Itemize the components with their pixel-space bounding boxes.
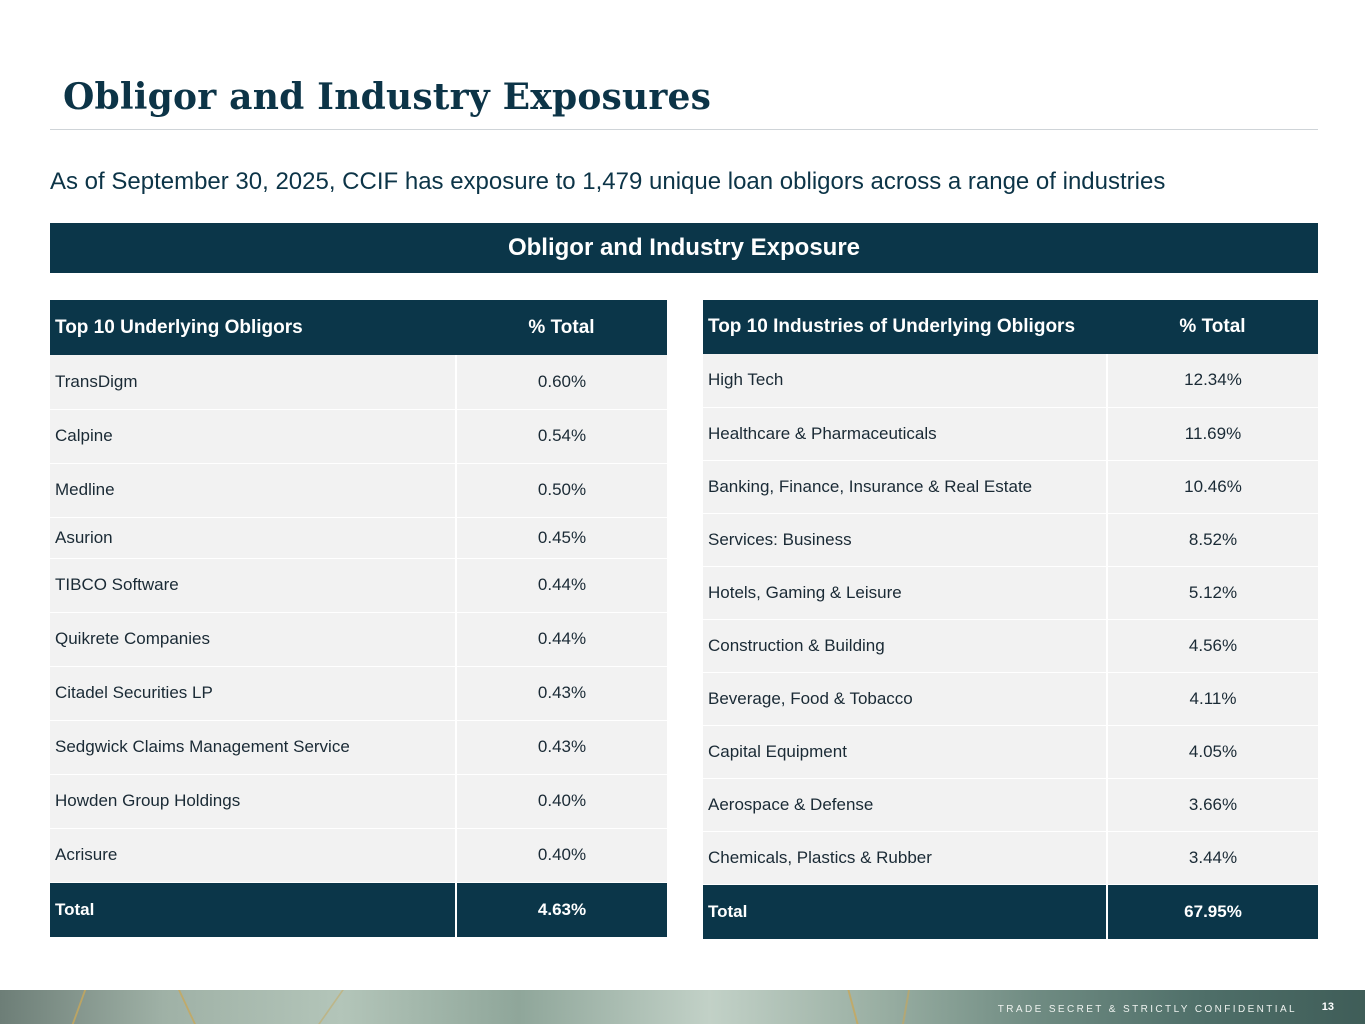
obligor-pct: 0.60% <box>455 355 667 410</box>
obligor-name: Sedgwick Claims Management Service <box>50 720 456 775</box>
obligor-pct: 0.54% <box>455 409 667 464</box>
table-row: Construction & Building 4.56% <box>703 619 1318 673</box>
confidential-notice: TRADE SECRET & STRICTLY CONFIDENTIAL <box>997 1004 1297 1015</box>
obligors-total-label: Total <box>50 882 456 937</box>
table-row: Healthcare & Pharmaceuticals 11.69% <box>703 407 1318 461</box>
table-row: Medline 0.50% <box>50 463 667 518</box>
industry-name: Banking, Finance, Insurance & Real Estat… <box>703 460 1107 514</box>
obligors-table: Top 10 Underlying Obligors % Total Trans… <box>50 300 667 937</box>
obligor-pct: 0.43% <box>455 666 667 721</box>
industry-name: Chemicals, Plastics & Rubber <box>703 831 1107 885</box>
table-row: Sedgwick Claims Management Service 0.43% <box>50 720 667 775</box>
obligors-total-pct: 4.63% <box>455 882 667 937</box>
industry-pct: 11.69% <box>1106 407 1318 461</box>
obligor-pct: 0.44% <box>455 612 667 667</box>
industry-name: Hotels, Gaming & Leisure <box>703 566 1107 620</box>
table-row: Capital Equipment 4.05% <box>703 725 1318 779</box>
obligors-name-header: Top 10 Underlying Obligors <box>50 300 456 355</box>
industry-pct: 3.44% <box>1106 831 1318 885</box>
industries-table: Top 10 Industries of Underlying Obligors… <box>703 300 1318 939</box>
obligor-name: Medline <box>50 463 456 518</box>
industries-total-label: Total <box>703 884 1107 939</box>
industries-pct-header: % Total <box>1107 300 1318 354</box>
industry-name: Services: Business <box>703 513 1107 567</box>
obligor-name: Asurion <box>50 517 456 559</box>
table-row: Banking, Finance, Insurance & Real Estat… <box>703 460 1318 514</box>
decorative-vein <box>71 990 87 1024</box>
obligor-pct: 0.43% <box>455 720 667 775</box>
decorative-vein <box>318 990 344 1024</box>
decorative-vein <box>902 990 910 1024</box>
table-row: Aerospace & Defense 3.66% <box>703 778 1318 832</box>
obligor-pct: 0.44% <box>455 558 667 613</box>
table-row: Beverage, Food & Tobacco 4.11% <box>703 672 1318 726</box>
total-row: Total 4.63% <box>50 882 667 937</box>
page-title: Obligor and Industry Exposures <box>63 76 712 118</box>
industry-pct: 5.12% <box>1106 566 1318 620</box>
obligor-pct: 0.50% <box>455 463 667 518</box>
section-header: Obligor and Industry Exposure <box>50 223 1318 273</box>
industry-pct: 4.56% <box>1106 619 1318 673</box>
obligor-name: TransDigm <box>50 355 456 410</box>
table-row: High Tech 12.34% <box>703 354 1318 408</box>
table-row: Asurion 0.45% <box>50 517 667 559</box>
industry-pct: 4.05% <box>1106 725 1318 779</box>
table-row: Howden Group Holdings 0.40% <box>50 774 667 829</box>
page-number: 13 <box>1321 1001 1334 1013</box>
industry-pct: 8.52% <box>1106 513 1318 567</box>
industry-pct: 4.11% <box>1106 672 1318 726</box>
table-row: Acrisure 0.40% <box>50 828 667 883</box>
industry-pct: 10.46% <box>1106 460 1318 514</box>
total-row: Total 67.95% <box>703 884 1318 939</box>
obligor-pct: 0.45% <box>455 517 667 559</box>
table-header-row: Top 10 Industries of Underlying Obligors… <box>703 300 1318 354</box>
industries-name-header: Top 10 Industries of Underlying Obligors <box>703 300 1107 354</box>
industries-total-pct: 67.95% <box>1106 884 1318 939</box>
title-divider <box>50 129 1318 130</box>
industry-name: Aerospace & Defense <box>703 778 1107 832</box>
industry-name: High Tech <box>703 354 1107 408</box>
table-row: Citadel Securities LP 0.43% <box>50 666 667 721</box>
obligor-pct: 0.40% <box>455 774 667 829</box>
table-row: Services: Business 8.52% <box>703 513 1318 567</box>
obligor-name: Calpine <box>50 409 456 464</box>
decorative-vein <box>847 990 859 1024</box>
table-header-row: Top 10 Underlying Obligors % Total <box>50 300 667 355</box>
decorative-vein <box>178 990 196 1024</box>
industry-name: Healthcare & Pharmaceuticals <box>703 407 1107 461</box>
table-row: Calpine 0.54% <box>50 409 667 464</box>
industry-name: Construction & Building <box>703 619 1107 673</box>
obligor-name: Howden Group Holdings <box>50 774 456 829</box>
industry-pct: 3.66% <box>1106 778 1318 832</box>
table-row: TransDigm 0.60% <box>50 355 667 410</box>
table-row: Quikrete Companies 0.44% <box>50 612 667 667</box>
table-row: TIBCO Software 0.44% <box>50 558 667 613</box>
obligor-name: TIBCO Software <box>50 558 456 613</box>
obligor-name: Quikrete Companies <box>50 612 456 667</box>
footer-marble-band <box>0 990 1365 1024</box>
obligors-pct-header: % Total <box>456 300 667 355</box>
table-row: Hotels, Gaming & Leisure 5.12% <box>703 566 1318 620</box>
table-row: Chemicals, Plastics & Rubber 3.44% <box>703 831 1318 885</box>
obligor-name: Citadel Securities LP <box>50 666 456 721</box>
industry-name: Capital Equipment <box>703 725 1107 779</box>
page-subtitle: As of September 30, 2025, CCIF has expos… <box>50 168 1166 195</box>
obligor-name: Acrisure <box>50 828 456 883</box>
industry-pct: 12.34% <box>1106 354 1318 408</box>
industry-name: Beverage, Food & Tobacco <box>703 672 1107 726</box>
obligor-pct: 0.40% <box>455 828 667 883</box>
